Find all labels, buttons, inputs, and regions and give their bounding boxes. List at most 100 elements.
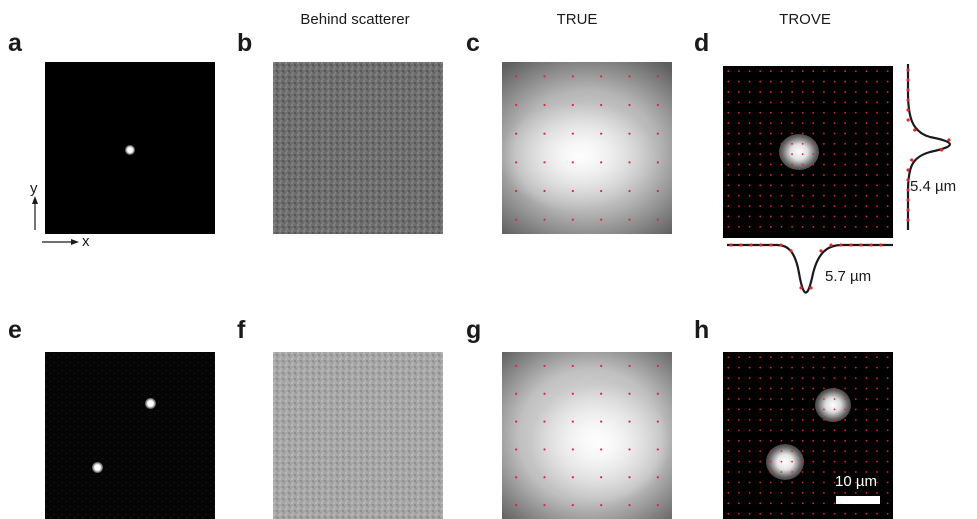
grid-dot <box>769 398 772 400</box>
grid-dot <box>727 111 730 114</box>
grid-dot <box>876 366 878 369</box>
grid-dot <box>844 174 847 176</box>
grid-dot <box>865 153 868 156</box>
grid-dot <box>844 408 847 411</box>
grid-dot <box>791 492 793 494</box>
grid-dot <box>515 364 518 368</box>
grid-dot <box>791 429 793 432</box>
grid-dot <box>854 215 857 218</box>
grid-dot <box>571 448 574 451</box>
grid-dot <box>738 101 740 104</box>
grid-dot <box>727 225 730 228</box>
grid-dot <box>833 408 836 411</box>
grid-dot <box>886 142 889 145</box>
grid-dot <box>600 103 603 107</box>
grid-dot <box>833 122 836 124</box>
grid-dot <box>812 225 815 228</box>
grid-dot <box>780 194 783 197</box>
grid-dot <box>759 163 762 166</box>
grid-dot <box>823 439 825 442</box>
grid-dot <box>791 418 793 421</box>
grid-dot <box>823 450 825 453</box>
grid-dot <box>854 163 857 166</box>
grid-dot <box>886 132 889 135</box>
grid-dot <box>600 476 603 479</box>
grid-dot <box>876 174 878 176</box>
grid-dot <box>886 225 889 228</box>
grid-dot <box>769 163 772 166</box>
grid-dot <box>543 189 546 193</box>
grid-dot <box>628 476 631 479</box>
grid-dot <box>833 70 836 73</box>
grid-dot <box>571 103 574 107</box>
grid-dot <box>727 398 730 400</box>
reconstructed-spot-2 <box>766 444 804 480</box>
grid-dot <box>854 70 857 73</box>
grid-dot <box>876 194 878 197</box>
grid-dot <box>727 377 730 379</box>
grid-dot <box>886 215 889 218</box>
grid-dot <box>833 132 836 135</box>
grid-dot <box>780 70 783 73</box>
grid-dot <box>738 481 740 484</box>
grid-dot <box>876 471 878 473</box>
grid-dot <box>865 408 868 411</box>
grid-dot <box>812 215 815 218</box>
grid-dot <box>844 398 847 400</box>
grid-dot <box>600 132 603 135</box>
grid-dot <box>854 471 857 473</box>
grid-dot <box>886 153 889 156</box>
grid-dot <box>823 122 825 124</box>
grid-dot <box>571 392 574 395</box>
grid-dot <box>791 450 793 453</box>
grid-dot <box>886 450 889 453</box>
grid-dot <box>854 153 857 156</box>
grid-dot <box>812 184 815 187</box>
grid-dot <box>759 184 762 187</box>
grid-dot <box>865 512 868 515</box>
grid-dot <box>833 387 836 390</box>
grid-dot <box>727 184 730 187</box>
grid-dot <box>833 111 836 114</box>
grid-dot <box>727 366 730 369</box>
grid-dot <box>823 429 825 432</box>
grid-dot <box>844 101 847 104</box>
grid-dot <box>748 194 751 197</box>
grid-dot <box>844 377 847 379</box>
grid-dot <box>812 356 815 359</box>
grid-dot <box>791 184 793 187</box>
grid-dot <box>876 80 878 83</box>
grid-dot <box>812 205 815 207</box>
grid-dot <box>801 450 804 453</box>
grid-dot <box>571 218 574 221</box>
grid-dot <box>823 163 825 166</box>
grid-dot <box>812 101 815 104</box>
grid-dot <box>727 142 730 145</box>
grid-dot <box>865 174 868 176</box>
grid-dot <box>600 392 603 395</box>
grid-dot <box>769 205 772 207</box>
panel-label-c: c <box>466 29 480 57</box>
grid-dot <box>833 492 836 494</box>
grid-dot <box>759 70 762 73</box>
grid-dot <box>801 80 804 83</box>
grid-dot <box>812 122 815 124</box>
grid-dot <box>748 153 751 156</box>
noise-pattern <box>45 352 215 519</box>
grid-dot <box>844 450 847 453</box>
grid-dot <box>812 502 815 505</box>
grid-dot <box>791 408 793 411</box>
grid-dot <box>769 502 772 505</box>
grid-dot <box>865 194 868 197</box>
grid-dot <box>748 215 751 218</box>
grid-dot <box>876 111 878 114</box>
grid-dot <box>886 163 889 166</box>
grid-dot <box>656 132 659 135</box>
panel-label-b: b <box>237 29 253 57</box>
grid-dot <box>865 481 868 484</box>
grid-dot <box>876 142 878 145</box>
grid-dot <box>769 356 772 359</box>
grid-dot <box>727 215 730 218</box>
profile-sample-dot <box>769 243 773 247</box>
grid-dot <box>769 512 772 515</box>
